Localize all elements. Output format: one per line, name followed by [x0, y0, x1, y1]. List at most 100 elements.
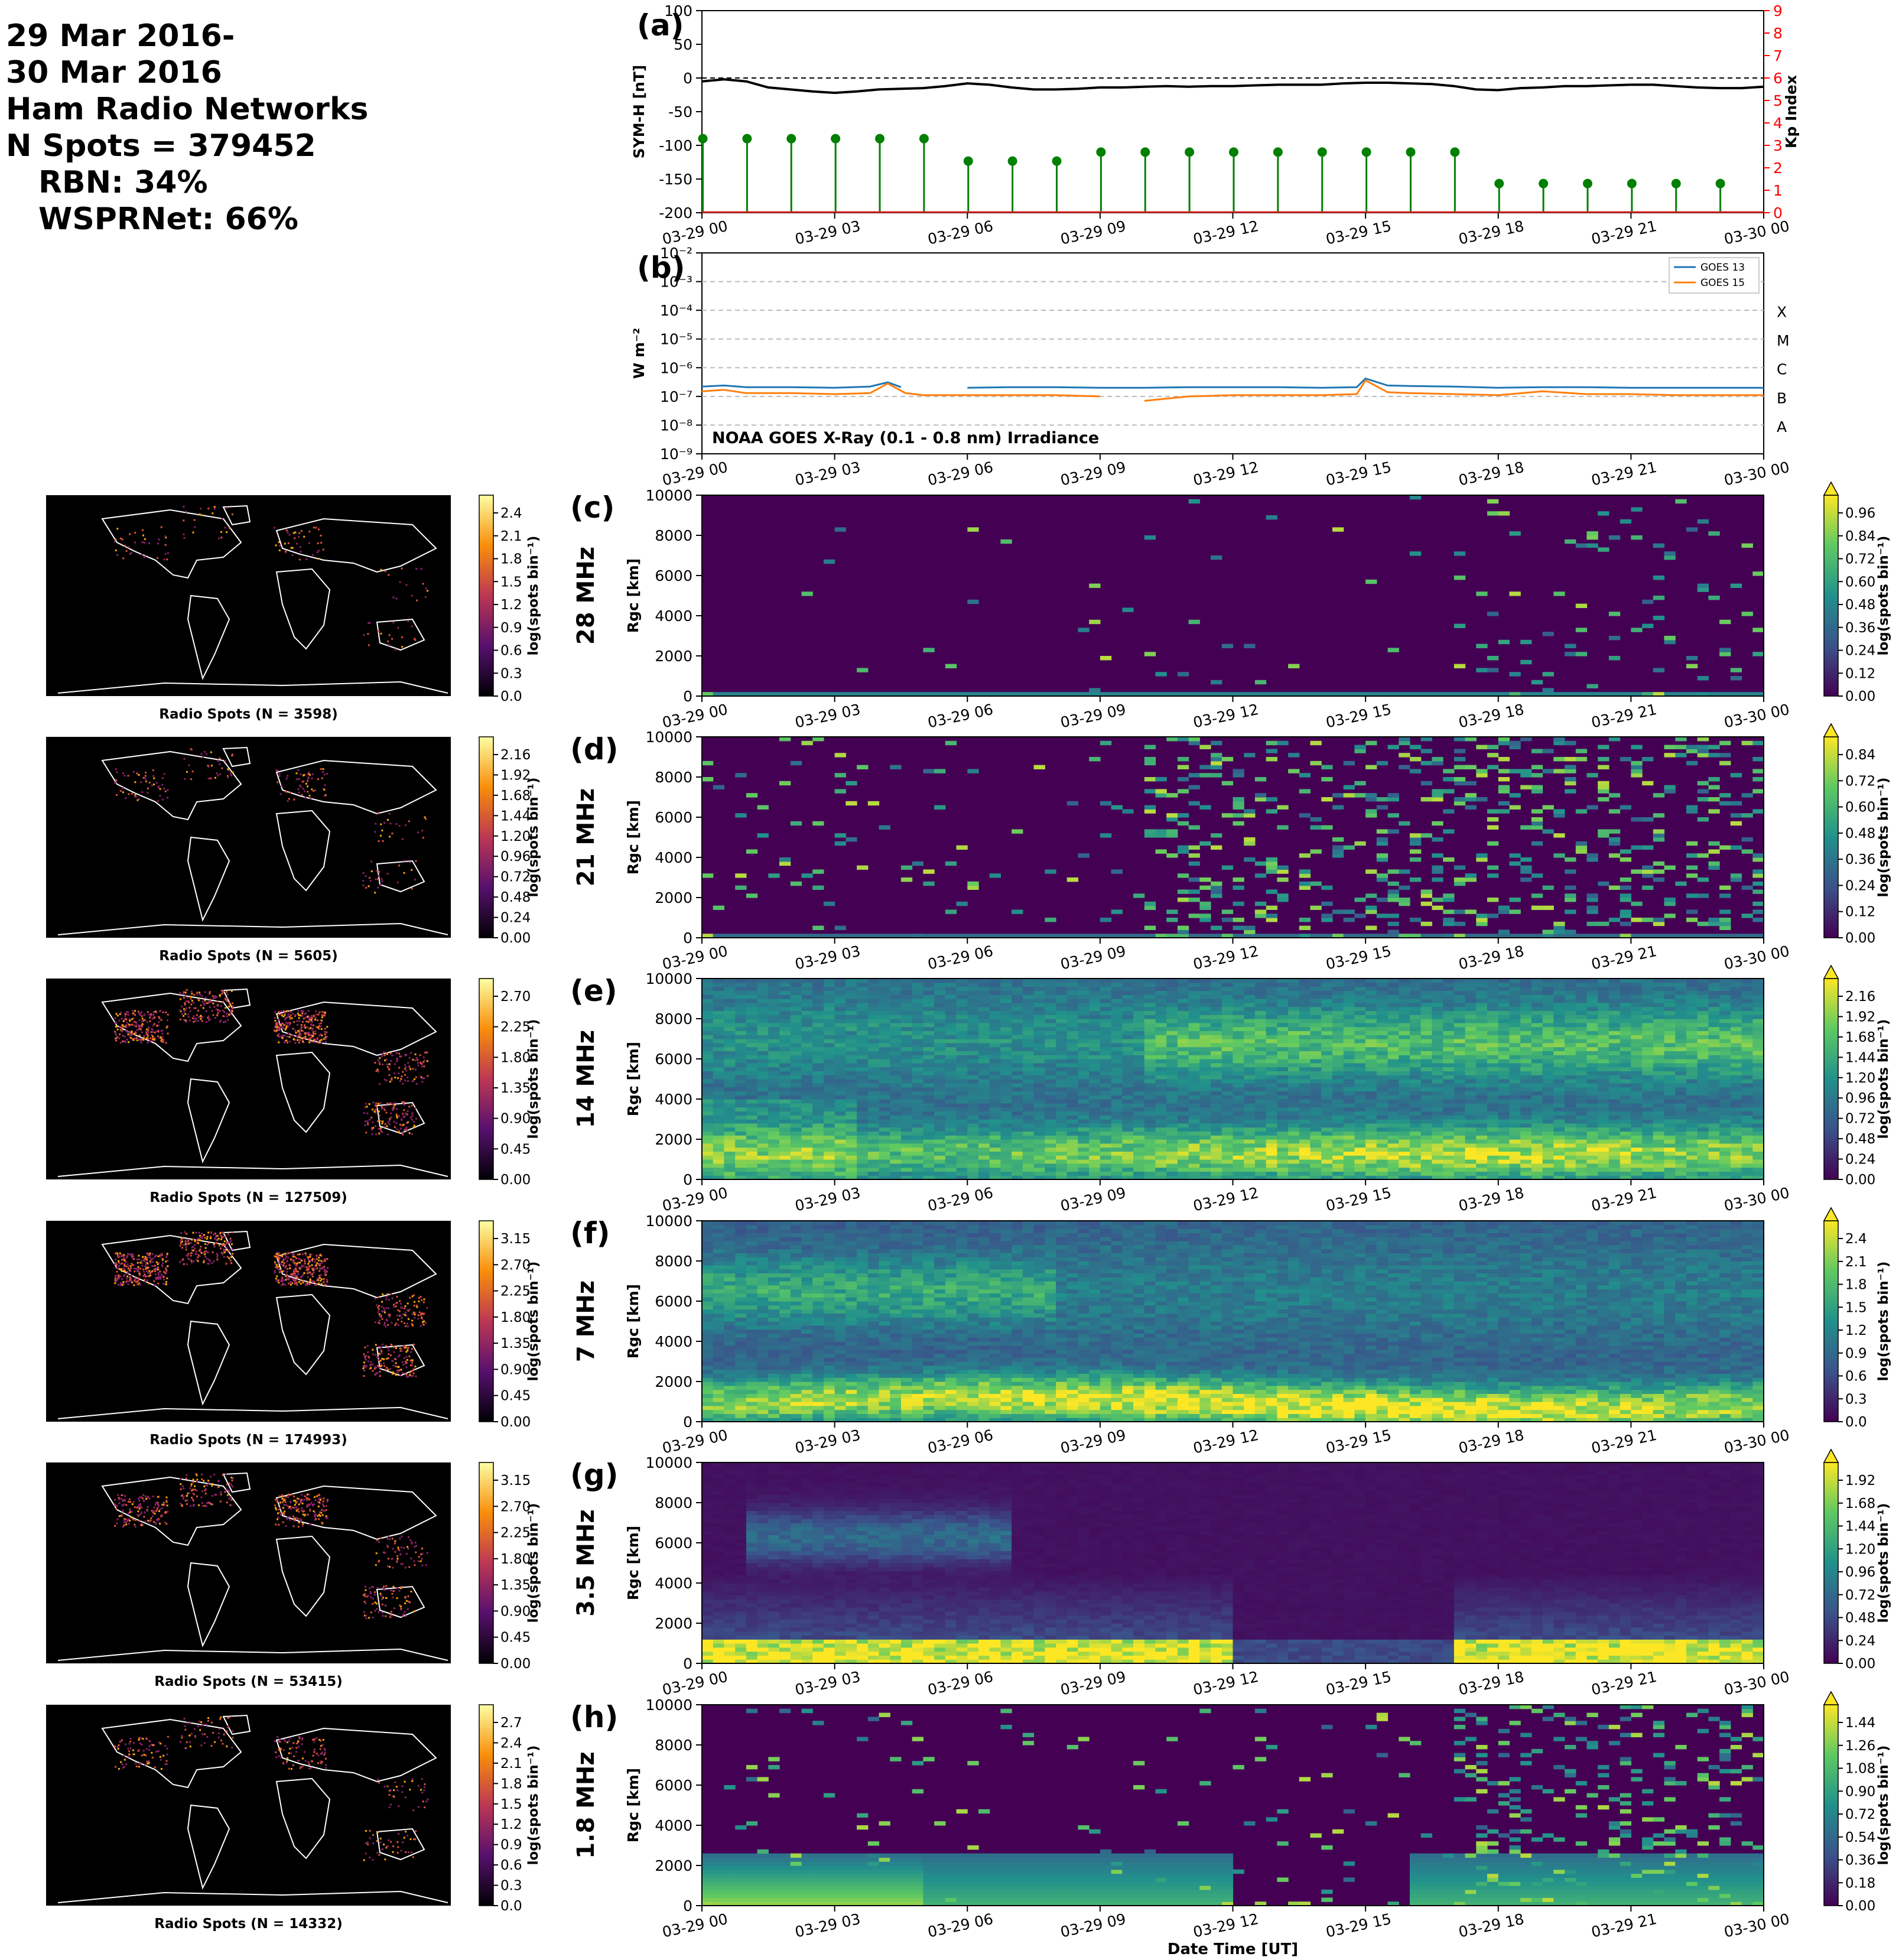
heatmap-cell — [1410, 1035, 1422, 1039]
heatmap-cell — [779, 1071, 791, 1075]
heatmap-cell — [1509, 591, 1521, 596]
heatmap-cell — [823, 1167, 835, 1172]
heatmap-cell — [1233, 1135, 1244, 1140]
heatmap-cell — [724, 986, 736, 991]
heatmap-cell — [879, 1171, 890, 1176]
heatmap-cell — [934, 1119, 946, 1124]
heatmap-cell — [890, 979, 902, 983]
heatmap-cell — [1045, 869, 1056, 874]
heatmap-cell — [735, 1075, 747, 1080]
heatmap-cell — [790, 760, 802, 766]
heatmap-cell — [1277, 982, 1289, 987]
heatmap-cell — [757, 1031, 769, 1035]
heatmap-cell — [1244, 929, 1256, 934]
heatmap-cell — [1365, 1159, 1377, 1164]
heatmap-cell — [1432, 898, 1443, 902]
heatmap-cell — [1443, 1062, 1455, 1068]
heatmap-cell — [1078, 986, 1090, 991]
heatmap-cell — [956, 901, 968, 906]
heatmap-cell — [1078, 1103, 1090, 1108]
heatmap-cell — [1432, 934, 1443, 938]
heatmap-cell — [857, 1155, 869, 1160]
heatmap-cell — [724, 1139, 736, 1144]
heatmap-cell — [1056, 1123, 1068, 1128]
radio-spot — [308, 542, 310, 544]
heatmap-cell — [1045, 1002, 1056, 1007]
heatmap-cell — [1122, 1147, 1134, 1152]
heatmap-cell — [1122, 1167, 1134, 1172]
heatmap-cell — [1719, 893, 1731, 898]
heatmap-cell — [735, 1147, 747, 1152]
heatmap-cell — [1122, 982, 1134, 987]
heatmap-cell — [1221, 1095, 1234, 1100]
colorbar-tick-label: 0.00 — [1845, 931, 1875, 946]
heatmap-cell — [823, 901, 835, 906]
heatmap-cell — [1586, 893, 1598, 898]
heatmap-cell — [812, 1175, 824, 1180]
heatmap-cell — [945, 1019, 957, 1023]
heatmap-cell — [1443, 1127, 1455, 1132]
heatmap-cell — [1244, 1006, 1256, 1011]
heatmap-cell — [1453, 877, 1466, 882]
heatmap-cell — [967, 1039, 979, 1044]
heatmap-cell — [923, 869, 935, 874]
heatmap-cell — [1376, 1071, 1389, 1075]
heatmap-cell — [713, 982, 724, 987]
heatmap-cell — [1598, 692, 1609, 697]
heatmap-cell — [1066, 1006, 1078, 1011]
heatmap-cell — [1299, 1051, 1311, 1055]
radio-spot — [216, 759, 219, 762]
radio-spot — [298, 558, 301, 561]
heatmap-cell — [989, 1131, 1001, 1136]
heatmap-cell — [1332, 979, 1344, 983]
heatmap-cell — [1155, 1111, 1167, 1116]
heatmap-cell — [790, 1123, 802, 1128]
heatmap-cell — [1277, 692, 1289, 697]
heatmap-cell — [1321, 1095, 1333, 1100]
heatmap-cell — [989, 934, 1001, 938]
heatmap-cell — [1177, 737, 1189, 742]
heatmap-cell — [1100, 1055, 1112, 1059]
heatmap-cell — [1354, 1111, 1366, 1116]
heatmap-cell — [1432, 837, 1443, 842]
heatmap-cell — [978, 1022, 990, 1028]
heatmap-cell — [1089, 999, 1101, 1003]
heatmap-cell — [867, 1167, 880, 1172]
heatmap-cell — [1565, 898, 1576, 902]
heatmap-cell — [934, 805, 946, 810]
heatmap-cell — [956, 1083, 968, 1088]
heatmap-cell — [1033, 1119, 1045, 1124]
radio-spot — [214, 776, 216, 779]
heatmap-cell — [967, 1015, 979, 1019]
heatmap-cell — [1199, 1171, 1211, 1176]
heatmap-cell — [1211, 925, 1222, 930]
heatmap-cell — [1000, 1046, 1012, 1051]
heatmap-cell — [1111, 1010, 1123, 1015]
heatmap-cell — [1288, 1127, 1300, 1132]
heatmap-cell — [1575, 652, 1588, 656]
heatmap-cell — [1653, 668, 1665, 672]
heatmap-cell — [1620, 877, 1631, 882]
radio-spot — [378, 871, 380, 873]
heatmap-cell — [812, 1159, 824, 1164]
heatmap-cell — [1565, 857, 1576, 862]
heatmap-cell — [857, 1015, 869, 1019]
heatmap-cell — [1177, 777, 1189, 782]
heatmap-cell — [779, 1099, 791, 1104]
radio-spot — [228, 527, 230, 529]
heatmap-cell — [1399, 1135, 1410, 1140]
heatmap-cell — [1254, 1079, 1267, 1084]
heatmap-cell — [1399, 1051, 1410, 1055]
heatmap-cell — [1066, 1026, 1078, 1031]
heatmap-cell — [1288, 1135, 1300, 1140]
heatmap-cell — [1410, 918, 1422, 922]
heatmap-cell — [724, 1002, 736, 1007]
world-map-d — [46, 737, 451, 938]
heatmap-cell — [724, 1087, 736, 1091]
radio-spot — [138, 773, 140, 776]
heatmap-cell — [1288, 1071, 1300, 1075]
heatmap-cell — [1122, 1111, 1134, 1116]
heatmap-cell — [1387, 1163, 1399, 1168]
heatmap-cell — [1443, 692, 1455, 697]
heatmap-cell — [1332, 1131, 1344, 1136]
